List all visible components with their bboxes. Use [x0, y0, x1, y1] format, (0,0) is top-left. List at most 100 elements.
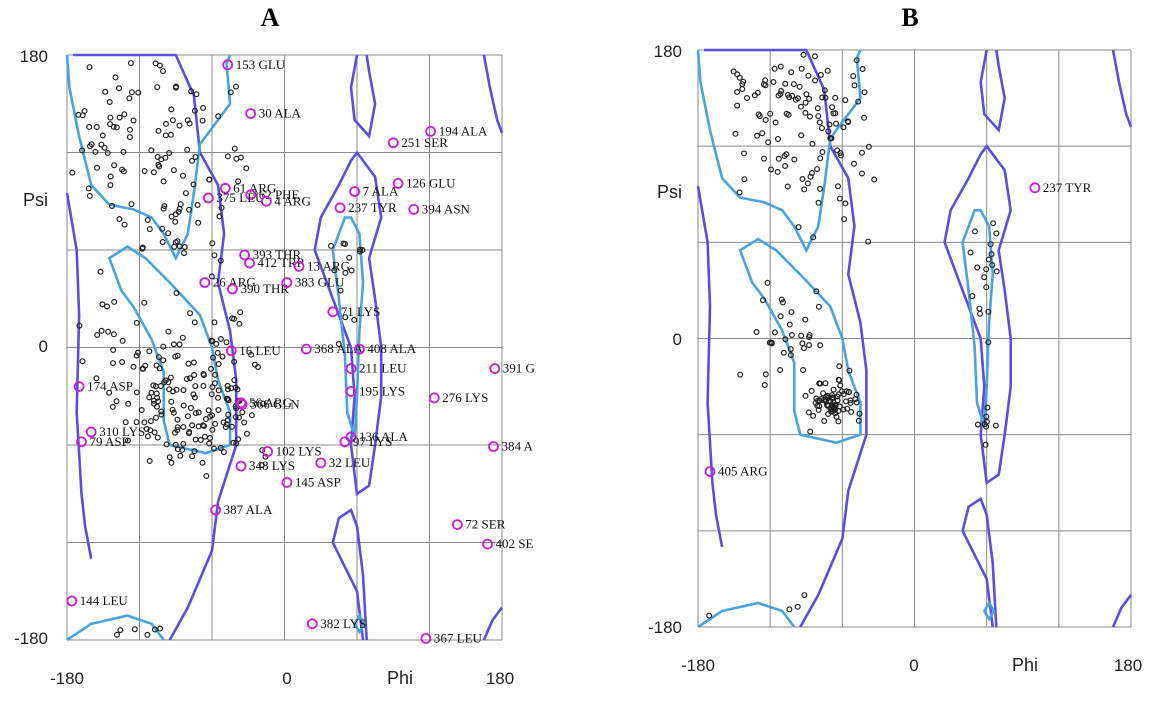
residue-point: [235, 178, 242, 185]
residue-point: [143, 426, 150, 433]
outlier-label: 405 ARG: [718, 464, 767, 479]
residue-point: [160, 68, 167, 75]
residue-point: [810, 234, 817, 241]
residue-point: [99, 301, 106, 308]
residue-point: [803, 91, 810, 98]
residue-point: [165, 328, 172, 335]
residue-point: [215, 113, 222, 120]
residue-point: [181, 244, 188, 251]
residue-point: [815, 199, 822, 206]
outlier-point: [245, 108, 257, 119]
residue-point: [340, 240, 347, 247]
outlier-point: [227, 283, 238, 295]
residue-point: [807, 428, 814, 435]
outlier-label: 394 ASN: [422, 201, 471, 216]
residue-point: [831, 407, 838, 414]
outlier-point: [76, 436, 87, 448]
residue-point: [116, 216, 123, 223]
residue-point: [784, 183, 791, 190]
outlier-point: [334, 202, 346, 214]
residue-point: [734, 102, 741, 109]
residue-point: [779, 299, 786, 306]
residue-point: [119, 359, 126, 366]
residue-point: [992, 422, 999, 429]
residue-point: [821, 87, 828, 94]
residue-point: [220, 419, 227, 426]
panel-a-ytick-neg180: -180: [14, 629, 48, 648]
residue-point: [227, 89, 234, 96]
residue-point: [179, 446, 186, 453]
residue-point: [222, 424, 229, 431]
residue-point: [778, 87, 785, 94]
residue-point: [985, 256, 992, 263]
residue-point: [231, 315, 238, 322]
residue-point: [787, 346, 794, 353]
favoured-region-contour: [961, 209, 995, 428]
residue-point: [93, 123, 100, 130]
outlier-label: 276 LYS: [442, 390, 488, 405]
residue-point: [840, 124, 847, 131]
residue-point: [187, 375, 194, 382]
residue-point: [106, 121, 113, 128]
residue-point: [92, 148, 99, 155]
residue-point: [192, 154, 199, 161]
outlier-label: 72 SER: [465, 517, 505, 532]
residue-point: [774, 136, 781, 143]
residue-point: [209, 412, 216, 419]
residue-point: [97, 268, 104, 275]
residue-point: [105, 328, 112, 335]
residue-point: [861, 114, 868, 121]
residue-point: [821, 418, 828, 425]
residue-point: [255, 364, 262, 371]
residue-point: [799, 176, 806, 183]
outlier-label: 13 ARG: [307, 258, 350, 273]
residue-point: [206, 440, 213, 447]
residue-point: [237, 309, 244, 316]
residue-point: [169, 117, 176, 124]
outlier-label: 393 THR: [253, 247, 302, 262]
residue-point: [237, 154, 244, 161]
residue-point: [197, 436, 204, 443]
residue-point: [190, 391, 197, 398]
residue-point: [113, 124, 120, 131]
residue-point: [211, 445, 218, 452]
residue-point: [734, 71, 741, 78]
outlier-point: [345, 385, 357, 397]
residue-point: [832, 410, 839, 417]
residue-point: [160, 357, 167, 364]
residue-point: [802, 392, 809, 399]
residue-point: [359, 247, 366, 254]
residue-point: [111, 162, 118, 169]
outlier-label: 97 LYS: [353, 434, 393, 449]
residue-point: [233, 83, 240, 90]
residue-point: [989, 262, 996, 269]
residue-point: [736, 189, 743, 196]
outlier-point: [349, 186, 361, 197]
residue-point: [985, 339, 992, 346]
residue-point: [166, 454, 173, 461]
residue-point: [791, 156, 798, 163]
favoured-region-contour: [66, 614, 165, 642]
residue-point: [154, 154, 161, 161]
residue-point: [152, 383, 159, 390]
residue-point: [770, 78, 777, 85]
residue-point: [777, 367, 784, 374]
outlier-point: [85, 426, 97, 438]
residue-point: [182, 190, 189, 197]
residue-point: [116, 114, 123, 121]
residue-point: [792, 96, 799, 103]
residue-point: [159, 225, 166, 232]
residue-point: [199, 459, 206, 466]
panel-b-xtick-180: 180: [1114, 656, 1142, 675]
residue-point: [125, 400, 132, 407]
outlier-point: [704, 466, 716, 477]
residue-point: [155, 127, 162, 134]
residue-point: [816, 119, 823, 126]
residue-point: [754, 132, 761, 139]
outlier-point: [219, 182, 231, 194]
residue-point: [815, 303, 822, 310]
residue-point: [109, 360, 116, 367]
residue-point: [150, 169, 157, 176]
residue-point: [808, 387, 815, 394]
